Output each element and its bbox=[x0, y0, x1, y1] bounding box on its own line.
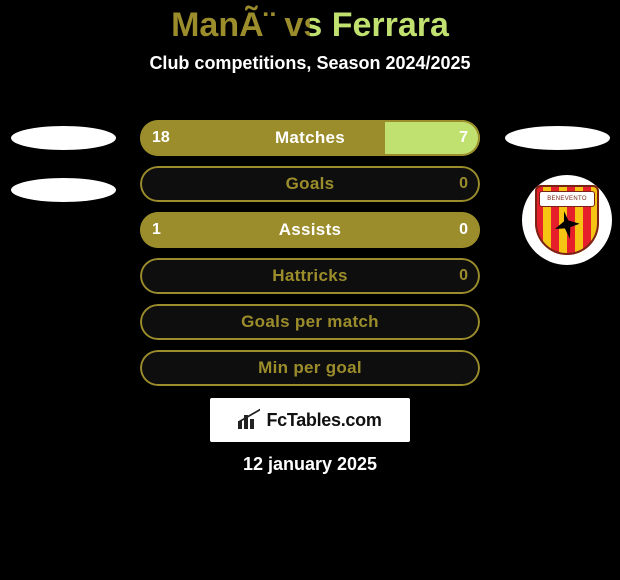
right-club-top-placeholder bbox=[502, 120, 612, 150]
stat-left-fill bbox=[140, 120, 385, 156]
stat-row: Matches187 bbox=[140, 120, 480, 156]
stat-right-fill bbox=[385, 120, 480, 156]
page-title: ManÃ¨ vs Ferrara bbox=[0, 0, 620, 45]
left-club-logo bbox=[11, 126, 116, 150]
stat-label: Goals bbox=[140, 166, 480, 202]
stat-row: Hattricks0 bbox=[140, 258, 480, 294]
stat-right-value: 0 bbox=[459, 258, 468, 294]
right-club-logo: BENEVENTO bbox=[522, 175, 612, 265]
fctables-link[interactable]: FcTables.com bbox=[210, 398, 410, 442]
fctables-icon bbox=[238, 411, 260, 429]
subtitle: Club competitions, Season 2024/2025 bbox=[0, 53, 620, 74]
stat-right-value: 0 bbox=[459, 166, 468, 202]
left-club-logo-2 bbox=[11, 178, 116, 202]
left-club-logos bbox=[8, 120, 118, 202]
fctables-label: FcTables.com bbox=[266, 410, 381, 431]
stat-label: Goals per match bbox=[140, 304, 480, 340]
right-club-top-ellipse bbox=[505, 126, 610, 150]
stat-left-fill bbox=[140, 212, 480, 248]
benevento-badge-text: BENEVENTO bbox=[539, 191, 595, 207]
benevento-badge-icon: BENEVENTO bbox=[535, 185, 599, 255]
stat-row: Assists10 bbox=[140, 212, 480, 248]
stat-row: Goals per match bbox=[140, 304, 480, 340]
date-label: 12 january 2025 bbox=[0, 454, 620, 475]
stat-label: Min per goal bbox=[140, 350, 480, 386]
stat-row: Min per goal bbox=[140, 350, 480, 386]
stat-row: Goals0 bbox=[140, 166, 480, 202]
comparison-chart: Matches187Goals0Assists10Hattricks0Goals… bbox=[140, 120, 480, 396]
stat-label: Hattricks bbox=[140, 258, 480, 294]
